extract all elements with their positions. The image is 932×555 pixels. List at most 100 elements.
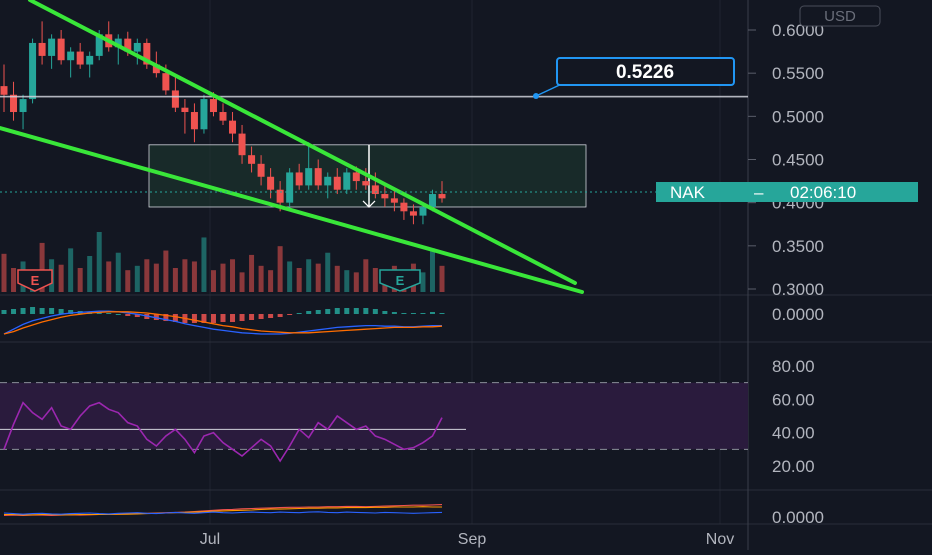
macd-histogram-bar	[210, 314, 216, 323]
macd-histogram-bar	[58, 309, 64, 314]
callout-anchor[interactable]	[533, 93, 539, 99]
time-tick-label: Nov	[706, 531, 734, 548]
volume-bar	[68, 248, 74, 292]
volume-bar	[363, 259, 369, 292]
candle-body	[152, 64, 160, 74]
volume-bar	[325, 252, 331, 292]
lower-trendline[interactable]	[0, 126, 584, 294]
volume-bar	[268, 270, 274, 292]
oscillator-line	[4, 506, 442, 516]
earnings-marker-1-label: E	[31, 273, 40, 288]
macd-histogram-bar	[106, 313, 112, 314]
volume-bar	[306, 259, 312, 292]
macd-histogram-bar	[249, 314, 255, 320]
candle-body	[48, 38, 56, 56]
volume-bar	[420, 272, 426, 292]
candle-body	[67, 51, 75, 61]
volume-bar	[58, 264, 64, 292]
candle-body	[19, 99, 27, 113]
macd-histogram-bar	[315, 310, 321, 314]
macd-histogram-bar	[258, 314, 264, 319]
volume-bar	[125, 270, 131, 292]
candle-body	[390, 198, 398, 203]
macd-histogram-bar	[287, 314, 293, 315]
candle-body	[257, 163, 265, 177]
macd-histogram-bar	[230, 314, 236, 322]
time-tick-label: Sep	[458, 531, 487, 548]
countdown-timer: 02:06:10	[790, 183, 856, 202]
volume-bar	[96, 232, 102, 292]
candle-body	[29, 42, 37, 100]
volume-bar	[277, 246, 283, 292]
volume-bar	[210, 270, 216, 292]
candle-body	[248, 155, 256, 164]
macd-histogram-bar	[39, 308, 45, 314]
candle-body	[86, 55, 94, 65]
volume-bar	[172, 268, 178, 292]
macd-tick-label: 0.0000	[772, 305, 824, 324]
candle-body	[200, 99, 208, 130]
volume-bar	[220, 263, 226, 292]
macd-histogram-bar	[401, 313, 407, 314]
callout-box[interactable]	[556, 57, 735, 86]
candle-body	[400, 202, 408, 212]
candles	[0, 21, 446, 225]
candle-body	[171, 90, 179, 108]
volume-bar	[153, 263, 159, 292]
earnings-marker-2[interactable]: E	[379, 269, 421, 292]
candle-body	[305, 168, 313, 186]
macd-histogram-bar	[134, 314, 140, 317]
candle-body	[229, 120, 237, 134]
macd-histogram-bar	[391, 312, 397, 314]
volume-bar	[106, 261, 112, 292]
ticker-dash: –	[754, 183, 764, 202]
volume-bar	[429, 248, 435, 292]
rsi-band	[0, 382, 748, 450]
macd-histogram-bar	[201, 314, 207, 323]
candle-body	[381, 194, 389, 199]
macd-histogram-bar	[334, 308, 340, 314]
macd-histogram-bar	[277, 314, 283, 317]
volume-bar	[249, 254, 255, 292]
price-tick-label: 0.4500	[772, 151, 824, 170]
volume-bar	[11, 268, 17, 292]
currency-badge[interactable]	[799, 5, 881, 27]
volume-bar	[201, 237, 207, 292]
macd-histogram-bar	[325, 309, 331, 314]
candle-body	[295, 172, 303, 186]
price-tick-label: 0.3000	[772, 280, 824, 299]
rsi-tick-label: 40.00	[772, 424, 815, 443]
volume-bar	[87, 256, 93, 292]
volume-bar	[334, 265, 340, 292]
rsi-panel	[3, 401, 443, 463]
earnings-marker-1[interactable]: E	[17, 269, 53, 292]
candle-body	[419, 206, 427, 216]
callout-price: 0.5226	[616, 62, 674, 83]
volume-bar	[239, 272, 245, 292]
rsi-line	[3, 401, 443, 463]
upper-trendline[interactable]	[28, 0, 577, 285]
candle-body	[409, 211, 417, 216]
volume-bar	[439, 265, 445, 292]
volume-bar	[144, 259, 150, 292]
candle-body	[162, 73, 170, 91]
candle-body	[219, 112, 227, 121]
price-tick-label: 0.5500	[772, 64, 824, 83]
macd-histogram-bar	[153, 314, 159, 320]
volume-bar	[353, 272, 359, 292]
volume-bar	[287, 261, 293, 292]
macd-histogram-bar	[68, 310, 74, 314]
candle-body	[286, 172, 294, 203]
candle-body	[267, 176, 275, 190]
ticker-price-label[interactable]	[656, 182, 918, 202]
price-axis[interactable]: 0.60000.55000.50000.45000.40000.35000.30…	[748, 21, 824, 527]
candle-body	[10, 94, 18, 113]
time-axis[interactable]: Jul Sep Nov	[200, 531, 734, 548]
candle-body	[209, 99, 217, 113]
macd-histogram-bar	[344, 308, 350, 314]
volume-bars	[1, 232, 445, 292]
macd-histogram-bar	[163, 314, 169, 321]
macd-histogram-bar	[49, 308, 55, 314]
